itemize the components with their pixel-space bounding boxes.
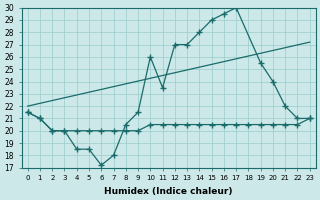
X-axis label: Humidex (Indice chaleur): Humidex (Indice chaleur) [104, 187, 233, 196]
